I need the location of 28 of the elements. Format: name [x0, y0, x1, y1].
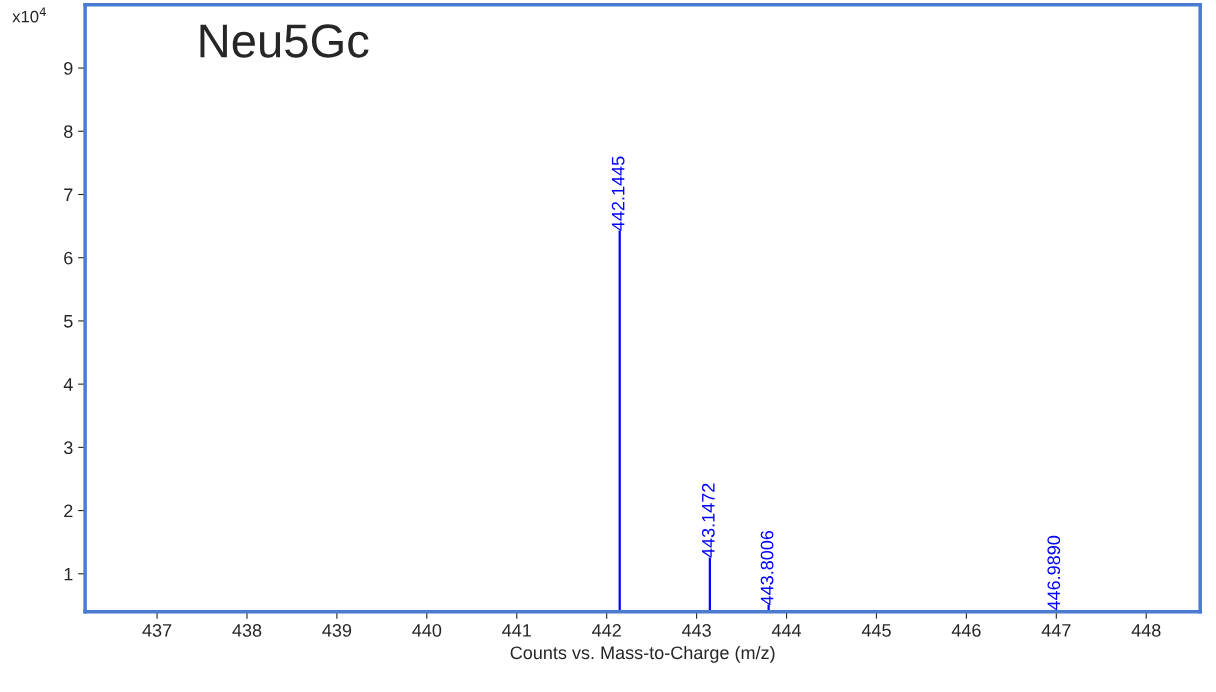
x-tick-label: 447 [1041, 624, 1071, 637]
y-tick-label: 1 [64, 567, 73, 581]
y-tick-label: 2 [64, 504, 73, 518]
x-tick-label: 440 [412, 624, 442, 637]
x-tick-label: 439 [322, 624, 352, 637]
y-tick-label: 6 [64, 251, 73, 265]
annotation: 443.1472 [701, 483, 715, 558]
chart-title: Neu5Gc [200, 24, 369, 58]
y-tick-label: 9 [64, 62, 73, 75]
x-tick-label: 444 [771, 624, 802, 637]
y-tick-label: 5 [64, 315, 73, 328]
text: x10$^{4}$ [12, 7, 46, 23]
x-tick-label: 437 [142, 624, 172, 637]
x-axis-title: Counts vs. Mass-to-Charge (m/z) [510, 645, 775, 663]
y-tick-label: 3 [63, 441, 73, 455]
x-tick-label: 442 [592, 624, 621, 637]
x-tick-label: 441 [502, 624, 531, 637]
x-tick-label: 443 [681, 624, 711, 637]
x-tick-label: 445 [861, 624, 891, 637]
x-tick-label: 448 [1131, 624, 1161, 637]
x-tick-label: 446 [951, 624, 981, 637]
annotation: 446.9890 [1047, 535, 1061, 611]
annotation: 442.1445 [611, 156, 625, 231]
y-tick-label: 8 [64, 125, 73, 138]
y-tick-label: 4 [63, 378, 73, 391]
y-tick-label: 7 [64, 188, 73, 202]
annotation: 443.8006 [760, 530, 774, 605]
x-tick-label: 438 [232, 624, 262, 637]
